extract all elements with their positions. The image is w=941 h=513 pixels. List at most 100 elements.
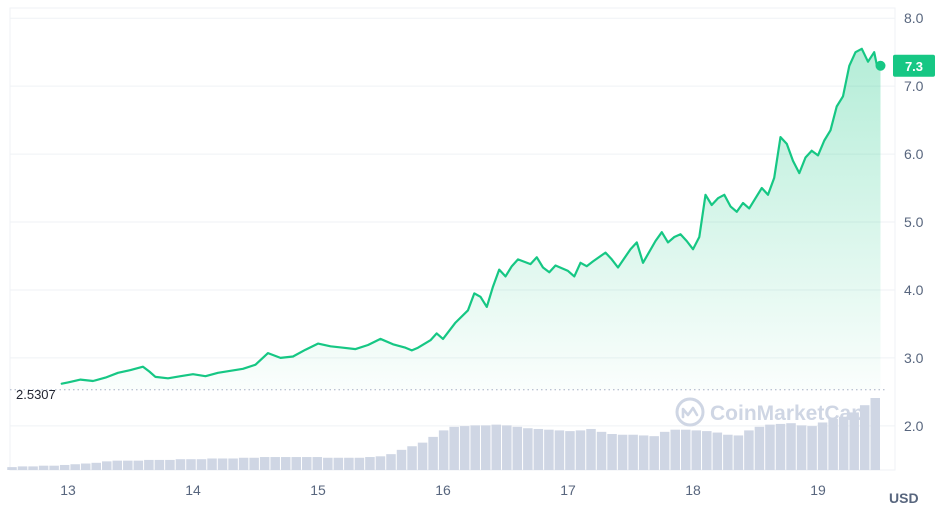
volume-bar <box>302 457 312 470</box>
volume-bar <box>723 434 733 470</box>
volume-bar <box>186 459 196 470</box>
volume-bar <box>449 426 459 470</box>
volume-bar <box>280 457 291 470</box>
volume-bar <box>596 431 607 470</box>
price-area <box>61 48 881 390</box>
volume-bar <box>386 454 396 470</box>
volume-bar <box>480 425 491 470</box>
volume-bar <box>838 416 849 470</box>
volume-bar <box>512 426 523 470</box>
volume-bar <box>28 466 38 470</box>
x-tick-label: 18 <box>685 482 701 498</box>
volume-bar <box>533 428 544 470</box>
volume-bar <box>133 460 144 470</box>
volume-bar <box>575 430 586 470</box>
volume-bar <box>291 457 302 470</box>
volume-bar <box>607 434 617 470</box>
y-tick-label: 7.0 <box>904 78 924 94</box>
volume-bar <box>207 458 217 470</box>
volume-bar <box>586 428 596 470</box>
volume-bar <box>691 430 702 470</box>
x-tick-label: 17 <box>560 482 576 498</box>
volume-bar <box>175 459 186 470</box>
x-tick-label: 16 <box>435 482 451 498</box>
volume-bar <box>417 442 428 470</box>
volume-bar <box>112 460 123 470</box>
volume-bar <box>101 461 112 470</box>
reference-line-group: 2.5307 <box>10 387 887 402</box>
volume-bar <box>70 464 80 470</box>
volume-bar <box>502 425 512 470</box>
volume-bar <box>828 418 838 470</box>
y-tick-label: 5.0 <box>904 214 924 230</box>
volume-bar <box>807 426 817 470</box>
volume-bar <box>544 429 554 470</box>
volume-bar <box>702 431 712 470</box>
volume-bar <box>628 434 638 470</box>
volume-bar <box>754 426 765 470</box>
volume-bar <box>17 466 28 470</box>
y-tick-label: 4.0 <box>904 282 924 298</box>
volume-bar <box>396 449 407 470</box>
volume-bar <box>365 457 375 470</box>
current-price-group: 7.3 <box>875 54 935 77</box>
y-tick-label: 2.0 <box>904 418 924 434</box>
volume-bar <box>775 423 786 470</box>
volume-bar <box>270 457 280 470</box>
volume-bar <box>154 459 165 470</box>
y-axis: 2.0 3.0 4.0 5.0 6.0 7.0 8.0 <box>904 10 924 434</box>
watermark-text: CoinMarketCap <box>710 402 864 425</box>
volume-bar <box>49 465 59 470</box>
volume-bar <box>733 435 744 470</box>
volume-bar <box>712 432 723 470</box>
price-line <box>60 47 882 385</box>
volume-bar <box>354 457 365 470</box>
volume-bar <box>491 424 502 470</box>
volume-bar <box>165 459 175 470</box>
volume-bar <box>617 434 628 470</box>
volume-bar <box>323 457 333 470</box>
volume-bar <box>344 457 354 470</box>
volume-bar <box>849 412 859 470</box>
volume-bar <box>438 430 449 470</box>
volume-bar <box>259 457 270 470</box>
volume-bar <box>765 424 775 470</box>
y-tick-label: 3.0 <box>904 350 924 366</box>
volume-bar <box>375 456 386 470</box>
volume-bar <box>680 429 691 470</box>
volume-bar <box>333 457 344 470</box>
x-tick-label: 19 <box>810 482 826 498</box>
volume-bar <box>638 435 649 470</box>
volume-bar <box>870 398 880 470</box>
y-tick-label: 6.0 <box>904 146 924 162</box>
y-tick-label: 8.0 <box>904 10 924 26</box>
volume-bar <box>238 457 249 470</box>
x-tick-label: 13 <box>60 482 76 498</box>
volume-bar <box>91 462 101 470</box>
volume-bars <box>7 398 880 470</box>
x-axis: 13 14 15 16 17 18 19 <box>60 482 826 498</box>
volume-bar <box>59 464 70 470</box>
price-line-group <box>60 47 882 385</box>
volume-bar <box>228 458 238 470</box>
current-price-dot <box>875 60 886 71</box>
current-price-label: 7.3 <box>905 59 923 74</box>
reference-line-label: 2.5307 <box>16 387 56 402</box>
volume-bar <box>249 457 259 470</box>
volume-bar <box>80 463 91 470</box>
volume-bar <box>817 422 828 470</box>
coinmarketcap-logo-icon <box>675 397 705 427</box>
volume-bar <box>123 460 133 470</box>
volume-bar <box>217 458 228 470</box>
price-area-fill <box>61 48 881 390</box>
volume-bar <box>565 431 575 470</box>
volume-bar <box>38 465 49 470</box>
volume-bar <box>859 405 870 470</box>
volume-bar <box>796 425 807 470</box>
volume-bar <box>312 457 323 470</box>
volume-bar <box>670 429 680 470</box>
volume-bar <box>196 459 207 470</box>
volume-bar <box>786 423 796 470</box>
